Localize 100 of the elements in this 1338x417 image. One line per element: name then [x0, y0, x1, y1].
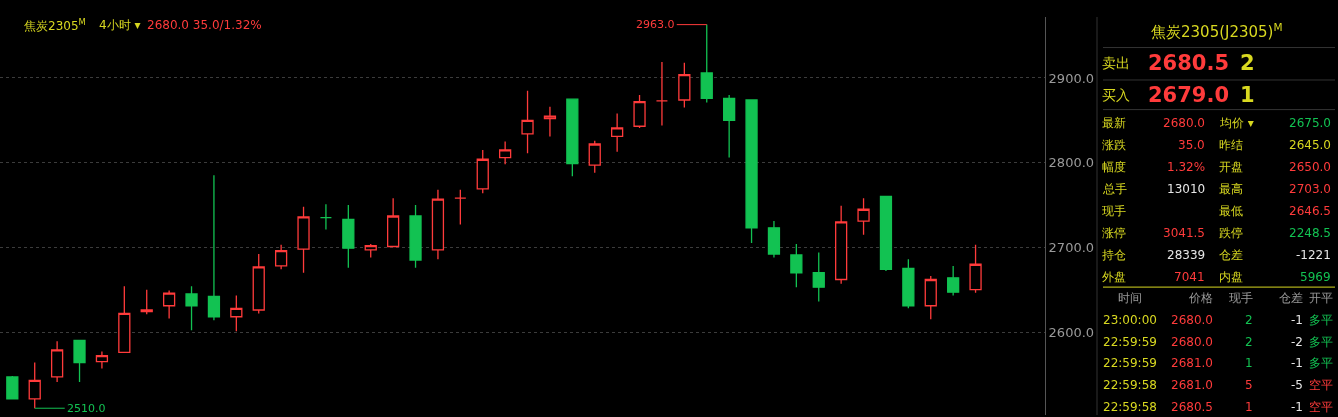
text: 2680.5 [1171, 400, 1213, 414]
text: 13010 [1167, 182, 1206, 196]
candlestick [678, 62, 691, 109]
text: 最新 [1102, 116, 1126, 130]
y-tick-label: 2800.0 [1048, 155, 1095, 171]
candlestick [162, 289, 176, 320]
text: 涨停 [1102, 226, 1126, 240]
text: 7041 [1174, 270, 1205, 284]
candlestick [140, 289, 153, 315]
text: 外盘 [1102, 270, 1126, 284]
candlestick [297, 206, 310, 274]
candlestick [476, 149, 489, 194]
candlestick [252, 253, 265, 315]
text: 开平 [1309, 291, 1333, 305]
text: 时间 [1118, 291, 1142, 305]
text: -5 [1291, 378, 1303, 392]
candlestick [95, 350, 109, 370]
text: 幅度 [1102, 160, 1126, 174]
text: 2645.0 [1289, 138, 1331, 152]
text: 5969 [1300, 270, 1331, 284]
candlestick [969, 244, 982, 294]
candlestick [723, 94, 736, 159]
text: 2681.0 [1171, 356, 1213, 370]
text: -2 [1291, 335, 1303, 349]
text: 1.32% [1167, 160, 1206, 174]
text: 2675.0 [1289, 116, 1331, 130]
candlestick [431, 189, 445, 260]
annotation: 2510.0 [67, 402, 106, 415]
chart-title: 焦炭2305$^{M}$ [24, 17, 86, 34]
annotation: 2680.0 35.0/1.32% [147, 18, 262, 32]
text: 2 [1245, 313, 1253, 327]
text: 2248.5 [1289, 226, 1331, 240]
candlestick [342, 204, 355, 269]
candlestick [387, 197, 400, 248]
text: 卖出 [1102, 55, 1130, 71]
candlestick [118, 285, 131, 353]
text: 5 [1245, 378, 1253, 392]
text: 多平 [1309, 335, 1333, 349]
text: 2 [1240, 51, 1255, 75]
text: 2680.0 [1171, 313, 1213, 327]
candlestick [543, 106, 557, 138]
candlestick [879, 195, 893, 272]
candlestick [790, 243, 803, 288]
text: 2681.0 [1171, 378, 1213, 392]
candlestick [655, 61, 669, 127]
candlestick [454, 189, 467, 226]
text: 仓差 [1279, 291, 1303, 305]
candlestick [521, 90, 534, 154]
text: 总手 [1102, 182, 1127, 196]
candlestick [633, 94, 646, 129]
text: -1221 [1296, 248, 1331, 262]
candlestick [812, 251, 825, 303]
text: 2650.0 [1289, 160, 1331, 174]
text: 最高 [1219, 182, 1243, 196]
candlestick [700, 23, 713, 104]
candlestick [364, 243, 377, 259]
text: 3041.5 [1163, 226, 1205, 240]
text: 2 [1245, 335, 1253, 349]
candlestick [207, 174, 221, 321]
text: 2680.0 [1171, 335, 1213, 349]
candlestick [274, 244, 288, 270]
text: 现手 [1102, 204, 1126, 218]
text: 焦炭2305(J2305)$^{M}$ [1151, 21, 1283, 42]
candlestick [409, 204, 422, 269]
candlestick [857, 197, 870, 236]
text: 空平 [1309, 400, 1333, 414]
text: 仓差 [1219, 248, 1243, 262]
text: 跌停 [1219, 226, 1243, 240]
text: 22:59:58 [1103, 400, 1157, 414]
text: 空平 [1309, 378, 1333, 392]
candlestick [230, 294, 243, 332]
text: 2680.5 [1148, 51, 1230, 75]
y-tick-label: 2600.0 [1048, 324, 1095, 340]
text: 买入 [1102, 87, 1130, 103]
candlestick [6, 375, 19, 400]
candlestick [50, 340, 64, 383]
text: 内盘 [1219, 270, 1243, 284]
y-tick-label: 2700.0 [1048, 239, 1095, 255]
text: 现手 [1229, 291, 1253, 305]
text: 22:59:58 [1103, 378, 1157, 392]
candlestick [835, 205, 848, 285]
text: 2646.5 [1289, 204, 1331, 218]
text: 涨跌 [1102, 138, 1126, 152]
candlestick [28, 361, 41, 409]
text: 持仓 [1102, 248, 1126, 262]
text: 多平 [1309, 356, 1333, 370]
candlestick [767, 220, 781, 259]
candlestick [924, 275, 937, 320]
text: 28339 [1167, 248, 1206, 262]
text: 均价 ▾ [1219, 116, 1254, 130]
candlestick [185, 285, 198, 331]
text: 开盘 [1219, 160, 1243, 174]
text: 2679.0 [1148, 83, 1230, 107]
text: 22:59:59 [1103, 335, 1157, 349]
candlestick [319, 203, 333, 231]
text: 1 [1245, 356, 1253, 370]
text: 35.0 [1178, 138, 1205, 152]
annotation: 2963.0 [636, 18, 675, 31]
chart-subtitle: 4小时 ▾ [99, 18, 141, 32]
candlestick [499, 140, 512, 165]
